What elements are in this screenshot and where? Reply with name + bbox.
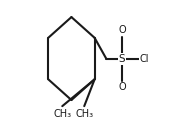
Text: O: O	[118, 25, 126, 35]
Text: Cl: Cl	[140, 54, 149, 64]
Text: CH₃: CH₃	[75, 109, 93, 119]
Text: S: S	[119, 54, 125, 64]
Text: O: O	[118, 82, 126, 92]
Text: CH₃: CH₃	[53, 109, 71, 119]
